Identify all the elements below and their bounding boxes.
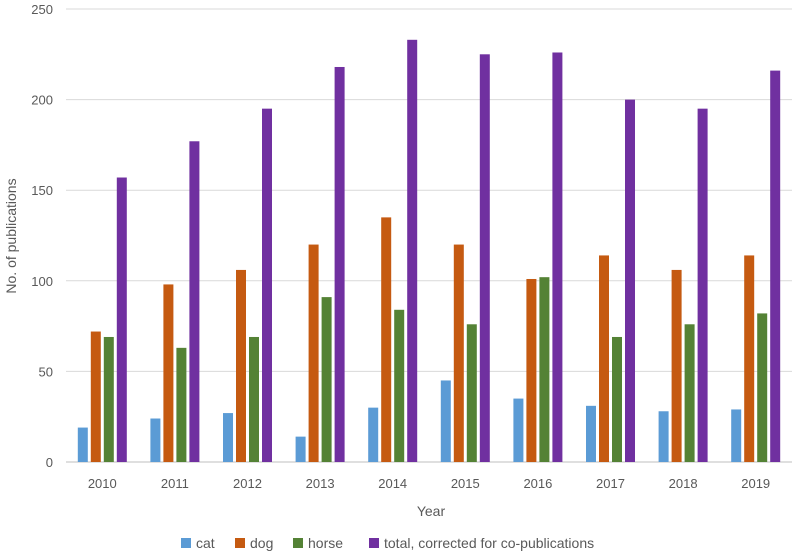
bar-cat-2011 <box>150 418 161 462</box>
bar-cat-2012 <box>223 413 233 462</box>
y-tick-label: 100 <box>31 274 53 289</box>
x-tick-label: 2016 <box>523 476 552 491</box>
y-tick-label: 250 <box>31 2 53 17</box>
bar-dog-2013 <box>308 244 319 462</box>
x-tick-label: 2010 <box>88 476 117 491</box>
legend-swatch <box>369 538 379 548</box>
x-tick-label: 2019 <box>741 476 770 491</box>
bar-total-2017 <box>625 99 635 462</box>
bar-horse-2016 <box>539 277 550 462</box>
bar-cat-2010 <box>77 427 88 462</box>
bar-dog-2011 <box>163 284 174 462</box>
bar-horse-2017 <box>612 336 622 462</box>
bar-total-2016 <box>552 52 563 462</box>
bar-horse-2015 <box>466 324 477 462</box>
bar-cat-2018 <box>658 411 669 462</box>
bar-dog-2017 <box>599 255 609 462</box>
bar-total-2010 <box>116 177 127 463</box>
x-tick-label: 2018 <box>669 476 698 491</box>
y-axis-ticks: 0 50 100 150 200 250 <box>31 2 53 470</box>
bar-cat-2014 <box>368 407 379 462</box>
x-tick-label: 2014 <box>378 476 407 491</box>
x-tick-label: 2015 <box>451 476 480 491</box>
bar-total-2012 <box>262 108 272 462</box>
bar-horse-2013 <box>321 297 332 462</box>
bar-total-2011 <box>189 141 200 462</box>
bar-dog-2012 <box>236 269 246 462</box>
bar-cat-2017 <box>586 405 596 462</box>
y-tick-label: 0 <box>46 455 53 470</box>
bar-horse-2018 <box>684 324 695 462</box>
bar-dog-2015 <box>453 244 464 462</box>
legend-swatch <box>293 538 303 548</box>
bar-total-2018 <box>697 108 708 462</box>
bars <box>77 39 781 463</box>
bar-horse-2010 <box>103 336 114 462</box>
bar-cat-2013 <box>295 436 306 462</box>
bar-horse-2011 <box>176 347 187 462</box>
legend-swatch <box>181 538 191 548</box>
bar-cat-2019 <box>731 409 742 462</box>
bar-cat-2016 <box>513 398 524 462</box>
x-axis-ticks: 2010 2011 2012 2013 2014 2015 2016 2017 2018 2019 <box>88 476 770 491</box>
bar-horse-2012 <box>249 336 259 462</box>
x-tick-label: 2013 <box>306 476 335 491</box>
x-tick-label: 2017 <box>596 476 625 491</box>
bar-dog-2010 <box>90 331 101 462</box>
legend-label: dog <box>250 535 273 551</box>
bar-total-2013 <box>334 66 345 462</box>
bar-total-2015 <box>479 54 490 463</box>
y-tick-label: 150 <box>31 183 53 198</box>
bar-horse-2019 <box>757 313 768 462</box>
x-tick-label: 2012 <box>233 476 262 491</box>
legend: cat dog horse total, corrected for co-publi… <box>181 535 594 551</box>
bar-dog-2016 <box>526 278 537 462</box>
bar-horse-2014 <box>394 309 405 462</box>
y-tick-label: 200 <box>31 93 53 108</box>
x-axis-label: Year <box>417 503 446 519</box>
bar-dog-2014 <box>381 217 392 462</box>
legend-swatch <box>235 538 245 548</box>
legend-label: cat <box>196 535 215 551</box>
legend-label: total, corrected for co-publications <box>384 535 594 551</box>
bar-dog-2019 <box>744 255 755 462</box>
y-tick-label: 50 <box>39 364 53 379</box>
bar-total-2019 <box>770 70 781 462</box>
bar-dog-2018 <box>671 269 682 462</box>
x-tick-label: 2011 <box>161 476 189 491</box>
bar-cat-2015 <box>440 380 451 462</box>
gridlines <box>66 8 792 463</box>
y-axis-label: No. of publications <box>3 178 19 293</box>
bar-total-2014 <box>407 39 418 462</box>
legend-label: horse <box>308 535 343 551</box>
